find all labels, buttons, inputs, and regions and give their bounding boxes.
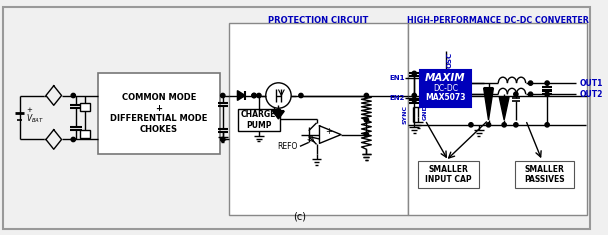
Text: +: + bbox=[325, 127, 332, 136]
Polygon shape bbox=[237, 91, 245, 100]
Circle shape bbox=[545, 92, 549, 96]
Text: CHARGE-
PUMP: CHARGE- PUMP bbox=[240, 110, 278, 130]
Bar bbox=[409, 23, 587, 215]
Circle shape bbox=[412, 71, 416, 75]
Circle shape bbox=[412, 93, 416, 98]
Circle shape bbox=[412, 98, 416, 102]
Circle shape bbox=[528, 81, 533, 85]
Text: EN1: EN1 bbox=[389, 75, 404, 81]
Circle shape bbox=[514, 123, 518, 127]
Text: MAXIM: MAXIM bbox=[425, 73, 466, 83]
Circle shape bbox=[266, 83, 291, 108]
Bar bbox=[418, 161, 478, 188]
Text: OUT1: OUT1 bbox=[579, 79, 603, 88]
Circle shape bbox=[257, 93, 261, 98]
Polygon shape bbox=[483, 88, 494, 120]
Text: MAX5073: MAX5073 bbox=[425, 94, 466, 102]
Circle shape bbox=[364, 118, 368, 122]
Circle shape bbox=[71, 93, 75, 98]
Bar bbox=[515, 161, 573, 188]
Bar bbox=[98, 73, 220, 154]
Bar bbox=[420, 70, 471, 107]
Polygon shape bbox=[272, 111, 285, 119]
Text: PROTECTION CIRCUIT: PROTECTION CIRCUIT bbox=[268, 16, 368, 25]
Circle shape bbox=[486, 123, 491, 127]
Text: REFO: REFO bbox=[278, 142, 298, 151]
Text: SMALLER
INPUT CAP: SMALLER INPUT CAP bbox=[425, 165, 472, 184]
Text: OUT2: OUT2 bbox=[579, 90, 603, 99]
Text: HIGH-PERFORMANCE DC-DC CONVERTER: HIGH-PERFORMANCE DC-DC CONVERTER bbox=[407, 16, 589, 25]
Circle shape bbox=[469, 123, 473, 127]
Text: DC-DC: DC-DC bbox=[433, 84, 458, 93]
Circle shape bbox=[545, 123, 549, 127]
Circle shape bbox=[502, 123, 506, 127]
Circle shape bbox=[221, 137, 225, 142]
Bar bbox=[80, 103, 90, 111]
Circle shape bbox=[364, 93, 368, 98]
Text: +: + bbox=[26, 107, 32, 113]
Circle shape bbox=[252, 93, 256, 98]
Circle shape bbox=[71, 137, 75, 142]
Text: SYNC: SYNC bbox=[403, 105, 408, 124]
Circle shape bbox=[528, 92, 533, 96]
Bar bbox=[80, 130, 90, 137]
Text: COMMON MODE
+
DIFFERENTIAL MODE
CHOKES: COMMON MODE + DIFFERENTIAL MODE CHOKES bbox=[110, 94, 207, 134]
Text: (c): (c) bbox=[294, 212, 306, 222]
Text: SMALLER
PASSIVES: SMALLER PASSIVES bbox=[524, 165, 564, 184]
Text: $V_{BAT}$: $V_{BAT}$ bbox=[26, 112, 44, 125]
Bar bbox=[229, 23, 409, 215]
Polygon shape bbox=[499, 97, 509, 120]
Circle shape bbox=[545, 81, 549, 85]
Text: OSC: OSC bbox=[446, 52, 452, 68]
Circle shape bbox=[252, 93, 256, 98]
Text: GND: GND bbox=[423, 104, 428, 120]
Text: EN2: EN2 bbox=[389, 95, 404, 101]
Circle shape bbox=[514, 92, 518, 96]
Circle shape bbox=[364, 133, 368, 137]
Circle shape bbox=[221, 93, 225, 98]
Bar bbox=[238, 109, 280, 131]
Circle shape bbox=[299, 93, 303, 98]
